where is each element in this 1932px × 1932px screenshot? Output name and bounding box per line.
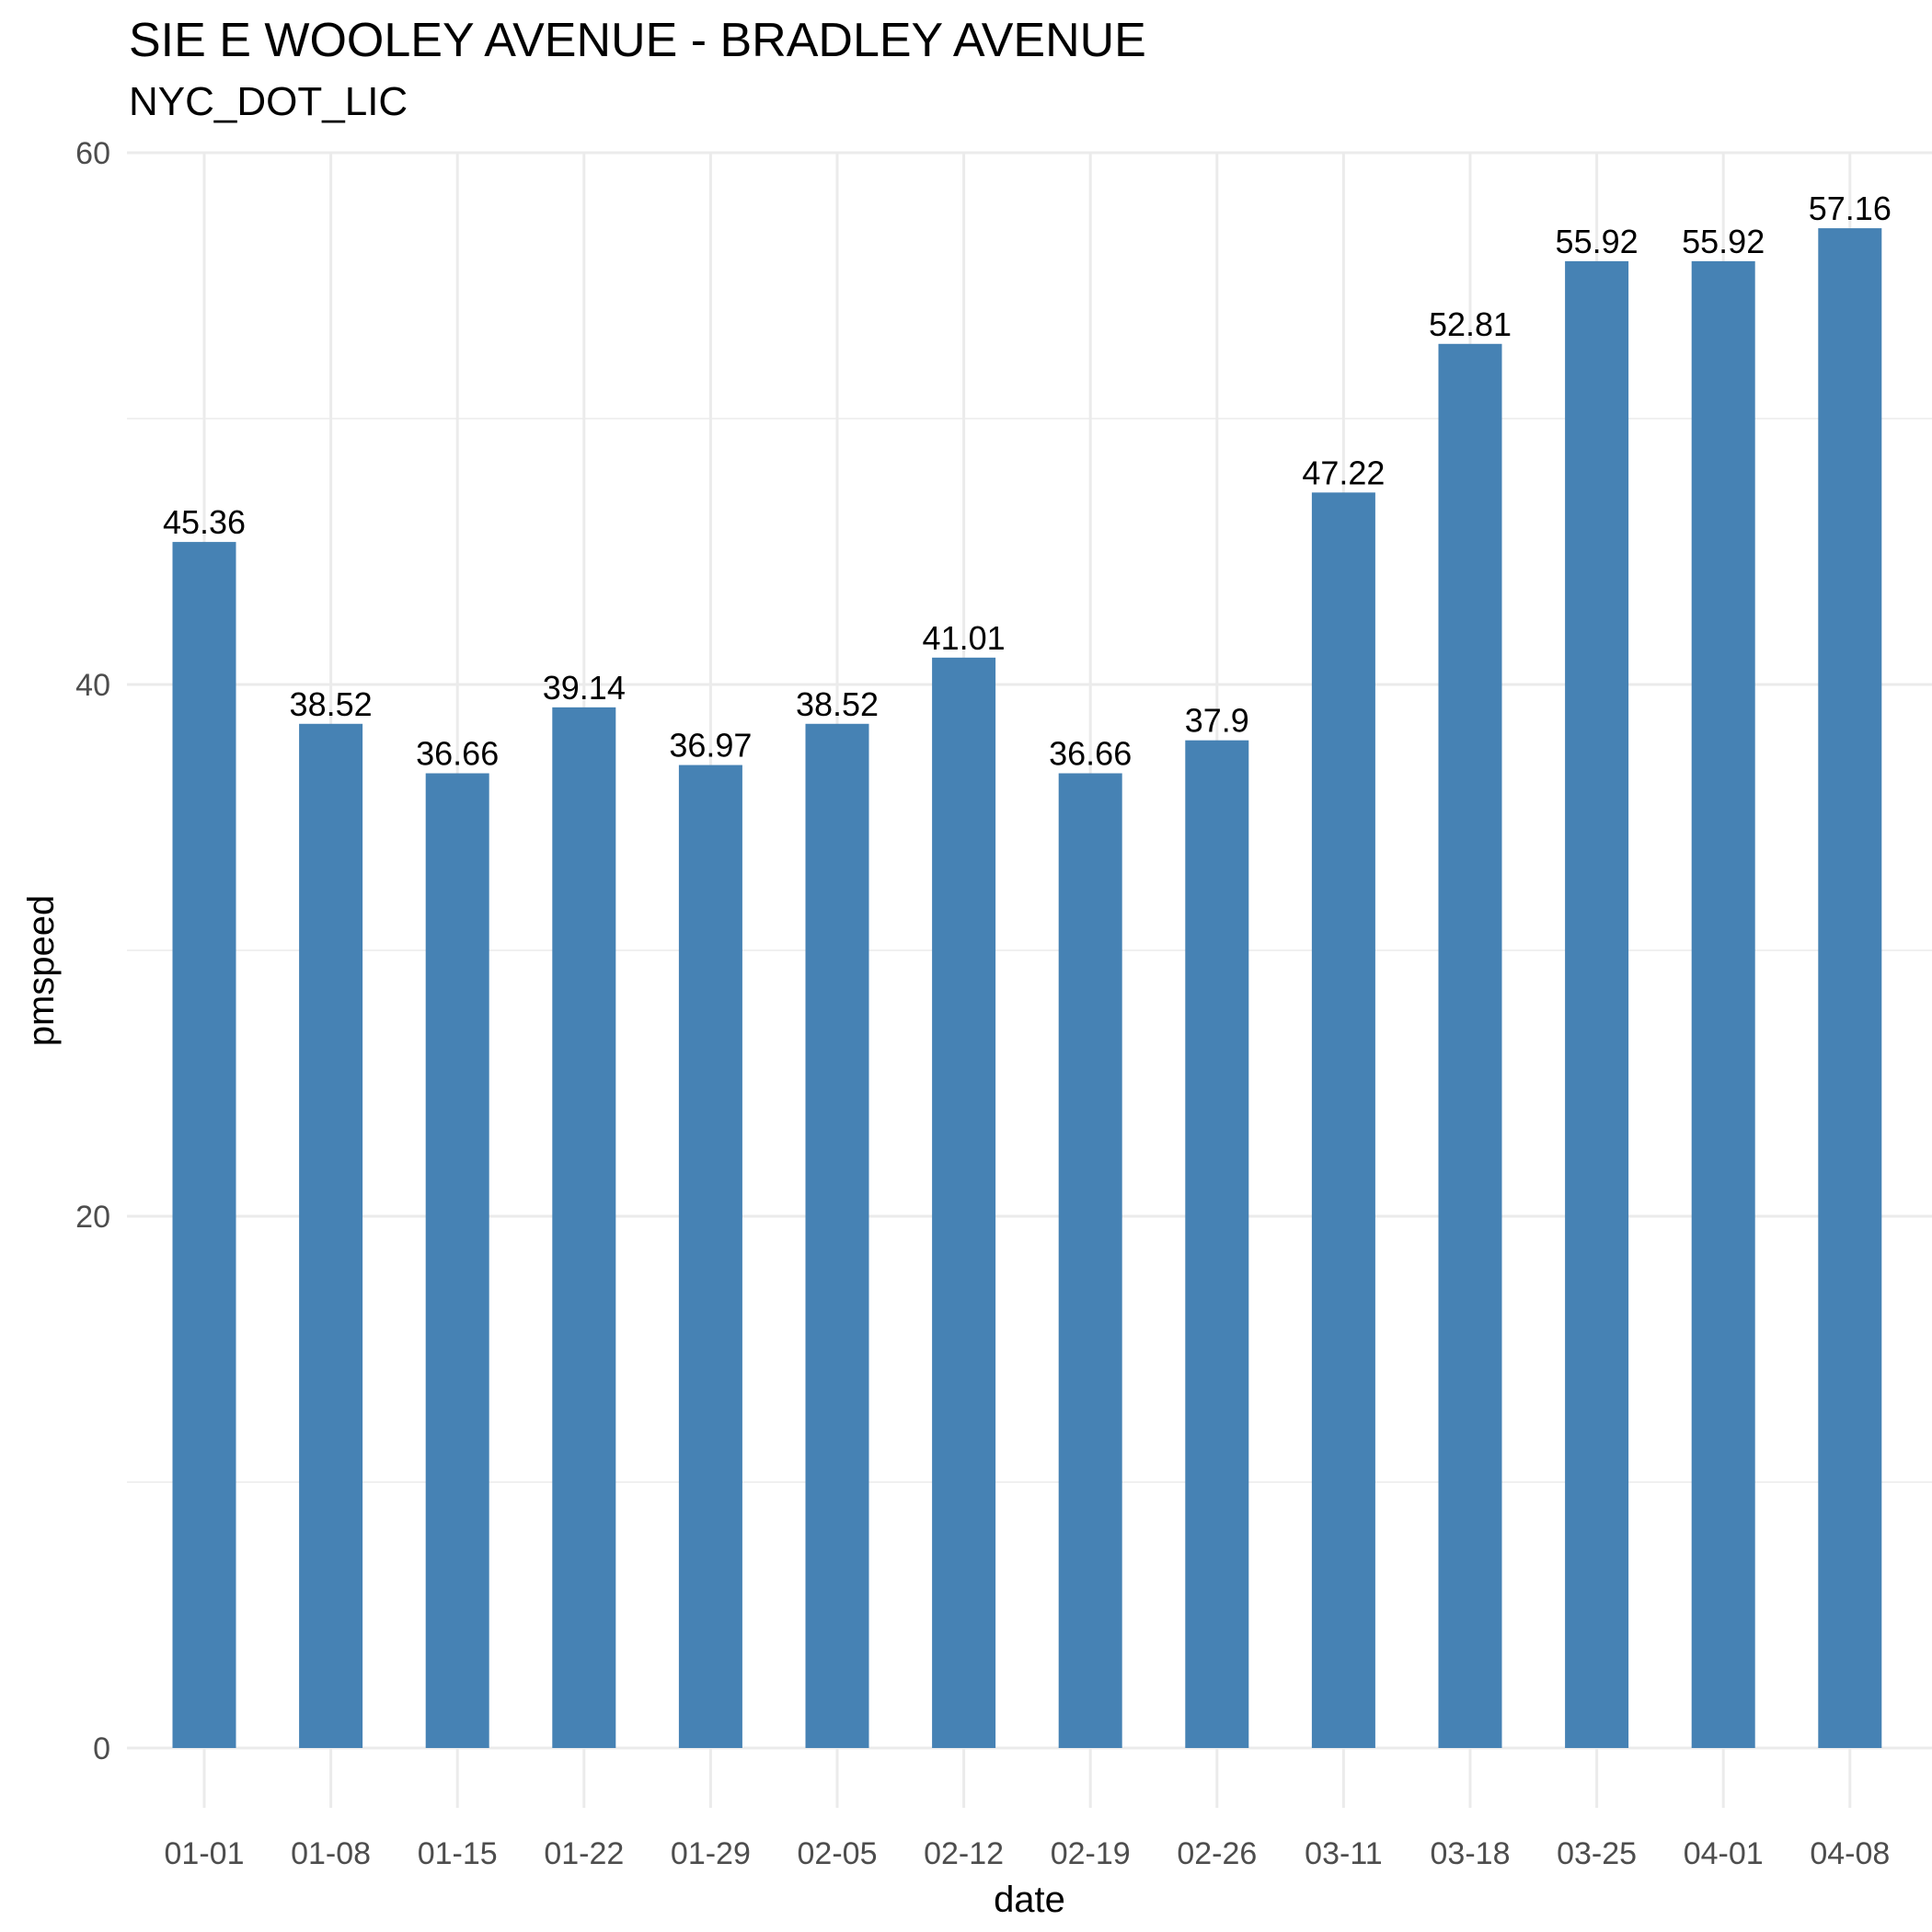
bar-value-label: 38.52 [290,685,373,723]
x-tick-label: 03-25 [1557,1836,1637,1871]
bars [172,228,1882,1749]
bar [805,723,869,1748]
bar [1438,343,1502,1748]
x-tick-label: 04-08 [1810,1836,1890,1871]
bar [678,765,742,1748]
bar-value-label: 45.36 [163,503,246,541]
bar [1058,773,1122,1748]
bar [172,542,236,1749]
grid-lines [127,151,1932,1808]
bar-value-label: 36.66 [416,735,499,773]
bar-value-label: 47.22 [1302,454,1385,491]
x-tick-label: 02-19 [1051,1836,1131,1871]
x-tick-label: 01-08 [291,1836,371,1871]
x-axis-ticks: 01-01 01-08 01-15 01-22 01-29 02-05 02-12 02-19… [165,1836,1891,1871]
x-tick-label: 02-05 [798,1836,878,1871]
bar-value-label: 38.52 [796,685,879,723]
x-tick-label: 04-01 [1684,1836,1764,1871]
x-tick-label: 01-01 [165,1836,245,1871]
bar [932,657,996,1748]
bar [1311,492,1375,1748]
y-tick-label: 20 [75,1200,110,1235]
x-tick-label: 03-11 [1305,1836,1382,1871]
bar [425,773,489,1748]
bar [1691,260,1755,1748]
x-tick-label: 01-29 [671,1836,751,1871]
x-tick-label: 01-22 [544,1836,624,1871]
bar [1185,740,1249,1749]
x-tick-label: 02-26 [1177,1836,1257,1871]
bar [299,723,363,1748]
bar-value-label: 55.92 [1556,223,1639,260]
bar-value-label: 36.66 [1049,735,1132,773]
x-tick-label: 03-18 [1431,1836,1511,1871]
bar-value-label: 52.81 [1429,305,1512,343]
bar-value-label: 36.97 [669,727,752,765]
bar-value-label: 37.9 [1185,702,1249,740]
bar-value-label: 55.92 [1682,223,1765,260]
bar-value-labels: 45.36 38.52 36.66 39.14 36.97 38.52 41.01 36.66… [163,190,1892,772]
bar [1565,260,1629,1748]
x-tick-label: 01-15 [418,1836,498,1871]
bar [1818,228,1882,1748]
bar-value-label: 39.14 [543,669,626,707]
y-tick-label: 0 [93,1731,110,1766]
bar [552,707,616,1748]
x-tick-label: 02-12 [924,1836,1004,1871]
y-axis-title: pmspeed [21,895,62,1047]
y-tick-label: 60 [75,136,110,171]
bar-value-label: 41.01 [923,619,1006,657]
x-axis-title: date [994,1880,1065,1920]
y-tick-label: 40 [75,668,110,703]
y-axis-ticks: 0 20 40 60 [75,136,110,1766]
chart-title: SIE E WOOLEY AVENUE - BRADLEY AVENUE [129,14,1146,67]
bar-value-label: 57.16 [1809,190,1892,227]
chart-subtitle: NYC_DOT_LIC [129,79,408,124]
